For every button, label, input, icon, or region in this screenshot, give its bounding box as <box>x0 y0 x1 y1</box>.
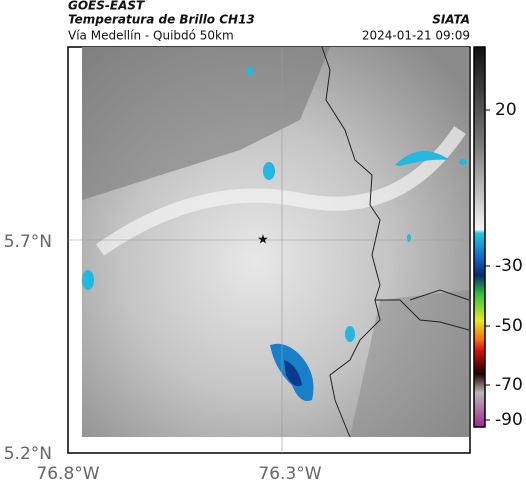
colorbar <box>473 46 486 428</box>
subtitle: Temperatura de Brillo CH13 <box>68 13 255 27</box>
colorbar-tick-label: -70 <box>495 375 523 395</box>
lon-label: 76.3°W <box>258 464 321 484</box>
colorbar-tick-label: -30 <box>495 256 523 276</box>
title: GOES-EAST <box>68 0 145 13</box>
colorbar-tick-label: 20 <box>495 100 517 120</box>
source: SIATA <box>432 13 470 27</box>
map: ★ <box>67 46 471 454</box>
timestamp: 2024-01-21 09:09 <box>362 29 470 43</box>
lat-label: 5.2°N <box>4 444 52 464</box>
colorbar-tick-label: -90 <box>495 410 523 430</box>
route: Vía Medellín - Quibdó 50km <box>68 29 234 43</box>
svg-text:★: ★ <box>257 233 269 248</box>
lon-label: 76.8°W <box>36 464 99 484</box>
colorbar-tick-label: -50 <box>495 316 523 336</box>
lat-label: 5.7°N <box>4 232 52 252</box>
